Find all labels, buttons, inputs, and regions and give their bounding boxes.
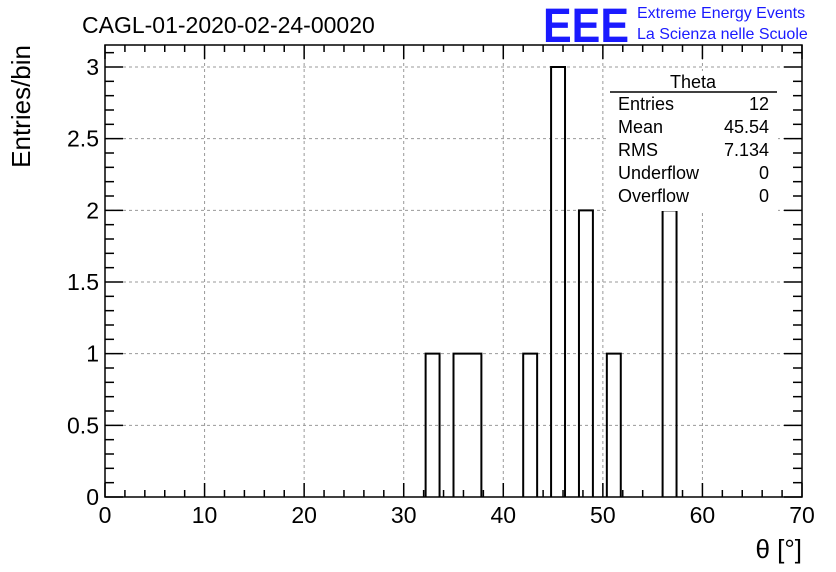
x-tick-label: 50 <box>590 502 616 528</box>
y-tick-label: 1 <box>86 341 99 367</box>
stats-row-label: Mean <box>618 117 663 137</box>
stats-row-label: Underflow <box>618 163 700 183</box>
y-tick-label: 0 <box>86 484 99 510</box>
stats-box: Theta Entries 12 Mean 45.54 RMS 7.134 Underflo… <box>608 71 778 211</box>
histogram-bar <box>452 352 483 497</box>
histogram-bar <box>605 352 622 497</box>
y-tick-label: 0.5 <box>67 412 99 438</box>
x-tick-label: 40 <box>490 502 516 528</box>
stats-row-value: 45.54 <box>724 117 769 137</box>
x-tick-label: 10 <box>192 502 218 528</box>
y-tick-label: 1.5 <box>67 269 99 295</box>
y-tick-labels: 0 0.5 1 1.5 2 2.5 3 <box>67 54 99 510</box>
stats-row-value: 12 <box>749 94 769 114</box>
axis-ticks <box>104 45 803 498</box>
run-title: CAGL-01-2020-02-24-00020 <box>82 12 375 38</box>
x-tick-label: 20 <box>291 502 317 528</box>
stats-title: Theta <box>670 72 717 92</box>
y-axis-title: Entries/bin <box>6 45 36 168</box>
logo-line-1: Extreme Energy Events <box>637 5 805 22</box>
x-tick-label: 30 <box>391 502 417 528</box>
stats-row-label: Entries <box>618 94 674 114</box>
eee-logo-mark: EEE <box>543 0 629 53</box>
y-tick-label: 2.5 <box>67 126 99 152</box>
stats-box-background <box>608 71 778 211</box>
plot-frame <box>104 44 803 498</box>
stats-row-label: RMS <box>618 140 658 160</box>
stats-row-value: 7.134 <box>724 140 769 160</box>
x-tick-labels: 0 10 20 30 40 50 60 70 <box>99 502 815 528</box>
histogram-bar <box>577 209 594 497</box>
y-tick-label: 3 <box>86 54 99 80</box>
histogram-bar <box>550 66 567 497</box>
x-axis-title: θ [°] <box>755 534 802 564</box>
eee-logo: EEE Extreme Energy Events La Scienza nel… <box>543 0 808 53</box>
stats-row-value: 0 <box>759 163 769 183</box>
x-tick-label: 0 <box>99 502 112 528</box>
stats-row-value: 0 <box>759 186 769 206</box>
x-tick-label: 70 <box>789 502 815 528</box>
x-tick-label: 60 <box>690 502 716 528</box>
stats-row-label: Overflow <box>618 186 690 206</box>
y-tick-label: 2 <box>86 197 99 223</box>
stats-rows: Entries 12 Mean 45.54 RMS 7.134 Underflow 0 Over… <box>618 94 769 206</box>
histogram-bar <box>522 352 539 497</box>
histogram-bars <box>424 66 678 497</box>
logo-line-2: La Scienza nelle Scuole <box>637 26 808 43</box>
histogram-bar <box>424 352 441 497</box>
